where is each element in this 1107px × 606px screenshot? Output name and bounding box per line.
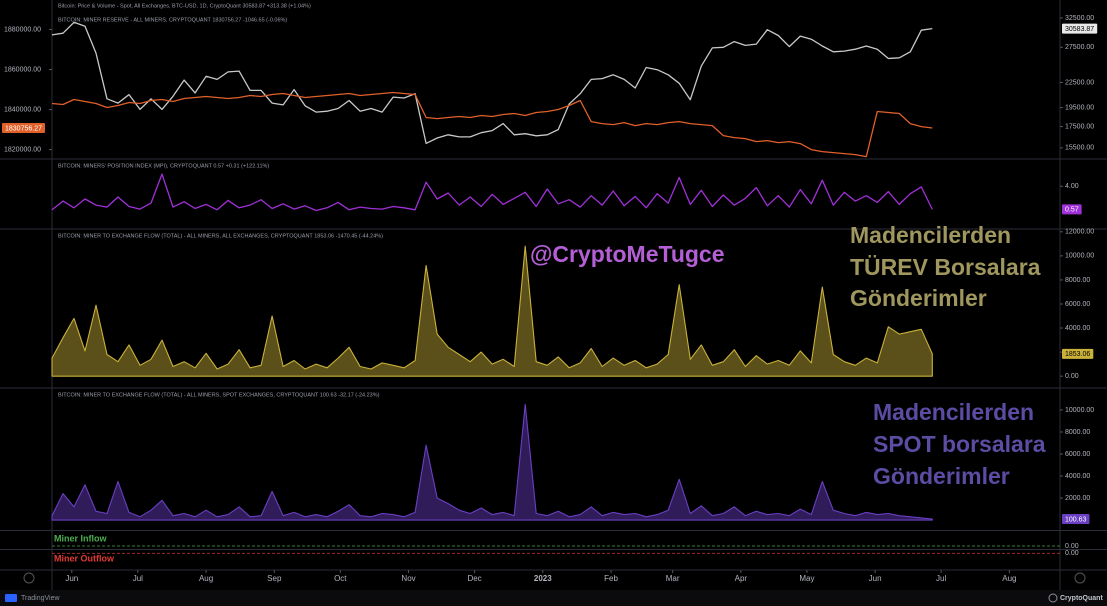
legend-entry: BITCOIN: MINER RESERVE - ALL MINERS, CRY… [58,17,287,23]
y-tick-label: 15500.00 [1065,145,1094,152]
badge-box [2,123,45,134]
y-tick-label: 8000.00 [1065,429,1090,436]
footer-bar [0,590,1107,606]
timezone-icon[interactable] [23,572,35,584]
last-value-badge: 30583.87 [1062,23,1098,34]
last-value-label: 30583.87 [1065,26,1094,33]
badge-box [1062,23,1098,34]
cryptoquant-brand: CryptoQuant [1060,595,1103,602]
x-tick-label: 2023 [534,574,552,583]
last-value-label: 100.63 [1065,516,1087,523]
y-tick-label: 4000.00 [1065,473,1090,480]
x-tick-label: Nov [401,574,415,583]
x-tick-label: Jun [869,574,882,583]
cryptoquant-logo [1048,593,1058,603]
series-line [51,21,933,145]
tradingview-brand: TradingView [21,595,60,602]
x-tick-label: Mar [666,574,680,583]
y-tick-label: 2000.00 [1065,495,1090,502]
badge-box [1062,348,1094,359]
y-tick-label: 10000.00 [1065,253,1094,260]
x-tick-label: May [799,574,814,583]
y-tick-label: 4000.00 [1065,325,1090,332]
y-tick-label: 19500.00 [1065,104,1094,111]
x-tick-label: Apr [735,574,748,583]
y2-tick-label: 1840000.00 [4,106,41,113]
last-value-badge: 100.63 [1062,513,1090,524]
last-value-label: 0.57 [1065,207,1079,214]
annotation: Gönderimler [873,463,1010,489]
x-tick-label: Oct [334,574,347,583]
annotation: TÜREV Borsalara [850,254,1041,280]
y-tick-label: 10000.00 [1065,407,1094,414]
y-tick-label: 0.00 [1065,550,1079,557]
y2-tick-label: 1880000.00 [4,26,41,33]
x-tick-label: Aug [1002,574,1016,583]
last-value-badge: 1830756.27 [2,123,45,134]
last-value-badge: 1853.06 [1062,348,1094,359]
x-tick-label: Jun [65,574,78,583]
last-value-label: 1853.06 [1065,351,1090,358]
legend-entry: BITCOIN: MINER TO EXCHANGE FLOW (TOTAL) … [58,392,380,398]
series-area [51,245,933,377]
series-area [51,403,933,521]
y-tick-label: 0.00 [1065,373,1079,380]
x-tick-label: Jul [936,574,946,583]
y2-tick-label: 1820000.00 [4,146,41,153]
annotation: Madencilerden [873,399,1034,425]
legend-entry: Bitcoin: Price & Volume - Spot, All Exch… [58,3,311,9]
series-line [51,91,933,158]
x-tick-label: Dec [467,574,481,583]
y-tick-label: 0.00 [1065,543,1079,550]
y-tick-label: 27500.00 [1065,44,1094,51]
settings-icon[interactable] [1074,572,1086,584]
annotation: SPOT borsalara [873,431,1046,457]
y-tick-label: 32500.00 [1065,15,1094,22]
tradingview-logo [5,594,17,602]
y2-tick-label: 1860000.00 [4,66,41,73]
last-value-badge: 0.57 [1062,204,1082,215]
x-tick-label: Sep [267,574,282,583]
annotation: Gönderimler [850,285,987,311]
series-line [51,173,933,212]
pane-title: Miner Outflow [54,553,115,563]
annotation: Madencilerden [850,222,1011,248]
x-tick-label: Jul [133,574,143,583]
y-tick-label: 6000.00 [1065,451,1090,458]
legend-entry: BITCOIN: MINER TO EXCHANGE FLOW (TOTAL) … [58,233,383,239]
y-tick-label: 22500.00 [1065,79,1094,86]
y-tick-label: 6000.00 [1065,301,1090,308]
x-tick-label: Feb [604,574,618,583]
y-tick-label: 12000.00 [1065,229,1094,236]
legend-entry: BITCOIN: MINERS' POSITION INDEX (MPI), C… [58,163,269,169]
badge-box [1062,513,1090,524]
y-tick-label: 4.00 [1065,183,1079,190]
x-tick-label: Aug [199,574,213,583]
pane-title: Miner Inflow [54,533,107,543]
last-value-label: 1830756.27 [5,125,42,132]
y-tick-label: 17500.00 [1065,123,1094,130]
annotation: @CryptoMeTugce [530,241,725,267]
badge-box [1062,204,1082,215]
y-tick-label: 8000.00 [1065,277,1090,284]
